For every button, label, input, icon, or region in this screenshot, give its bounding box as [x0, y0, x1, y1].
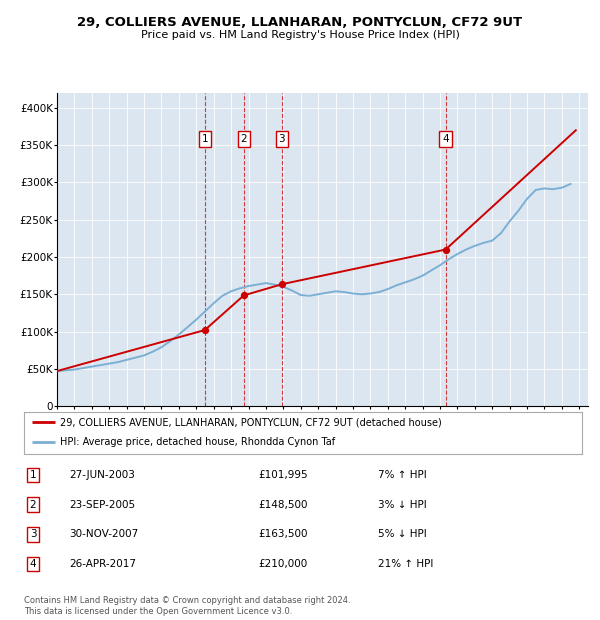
Text: 26-APR-2017: 26-APR-2017 — [69, 559, 136, 569]
Text: 3: 3 — [278, 134, 285, 144]
Text: 29, COLLIERS AVENUE, LLANHARAN, PONTYCLUN, CF72 9UT (detached house): 29, COLLIERS AVENUE, LLANHARAN, PONTYCLU… — [60, 417, 442, 427]
Text: 3: 3 — [29, 529, 37, 539]
Text: 1: 1 — [29, 470, 37, 480]
Text: £210,000: £210,000 — [258, 559, 307, 569]
Text: £163,500: £163,500 — [258, 529, 308, 539]
Text: 2: 2 — [29, 500, 37, 510]
Text: 4: 4 — [29, 559, 37, 569]
Text: HPI: Average price, detached house, Rhondda Cynon Taf: HPI: Average price, detached house, Rhon… — [60, 437, 335, 447]
Point — [239, 290, 248, 300]
Text: £148,500: £148,500 — [258, 500, 308, 510]
Point — [441, 244, 451, 254]
Text: 23-SEP-2005: 23-SEP-2005 — [69, 500, 135, 510]
Text: 30-NOV-2007: 30-NOV-2007 — [69, 529, 138, 539]
Text: 4: 4 — [442, 134, 449, 144]
Text: 2: 2 — [241, 134, 247, 144]
Point — [200, 325, 209, 335]
Text: Price paid vs. HM Land Registry's House Price Index (HPI): Price paid vs. HM Land Registry's House … — [140, 30, 460, 40]
Text: 5% ↓ HPI: 5% ↓ HPI — [378, 529, 427, 539]
Text: 21% ↑ HPI: 21% ↑ HPI — [378, 559, 433, 569]
Text: 3% ↓ HPI: 3% ↓ HPI — [378, 500, 427, 510]
Text: 27-JUN-2003: 27-JUN-2003 — [69, 470, 135, 480]
Text: 1: 1 — [202, 134, 208, 144]
Text: £101,995: £101,995 — [258, 470, 308, 480]
Point — [277, 279, 287, 289]
Text: 7% ↑ HPI: 7% ↑ HPI — [378, 470, 427, 480]
Text: 29, COLLIERS AVENUE, LLANHARAN, PONTYCLUN, CF72 9UT: 29, COLLIERS AVENUE, LLANHARAN, PONTYCLU… — [77, 16, 523, 29]
Text: Contains HM Land Registry data © Crown copyright and database right 2024.
This d: Contains HM Land Registry data © Crown c… — [24, 596, 350, 616]
